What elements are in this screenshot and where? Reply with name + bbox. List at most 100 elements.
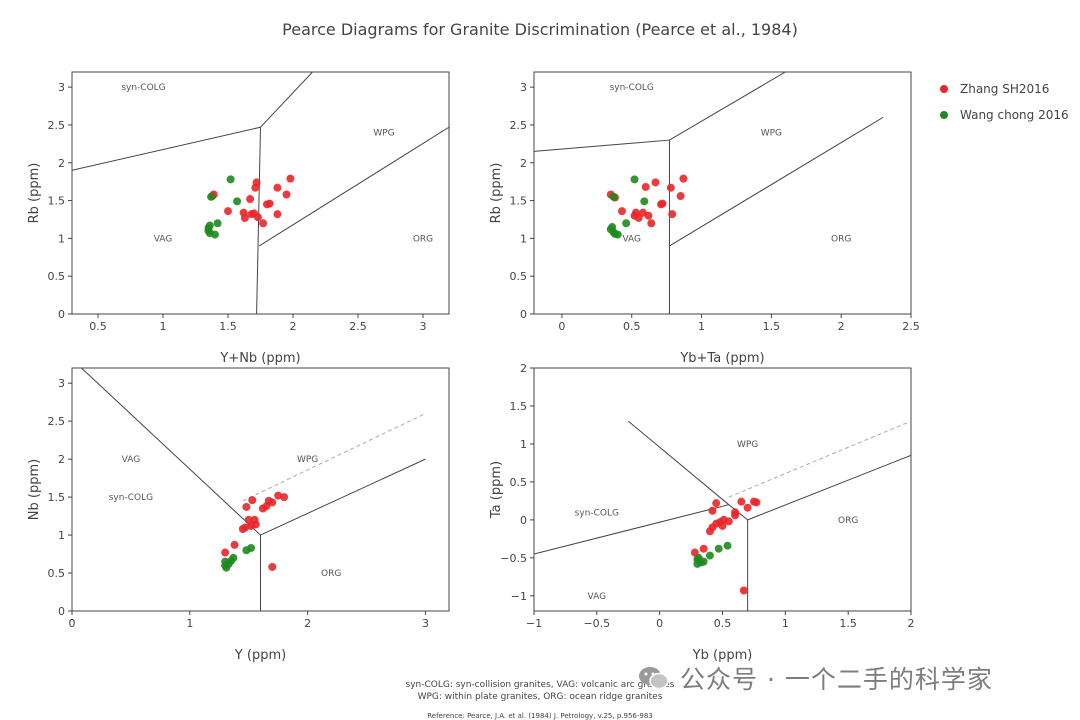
- data-point-zhang: [230, 540, 239, 549]
- legend-marker-series1: [940, 85, 948, 93]
- x-tick-label: 3: [422, 617, 429, 630]
- data-point-wang: [714, 544, 723, 553]
- legend-item-series2[interactable]: Wang chong 2016: [940, 102, 1069, 128]
- footer-reference: Reference: Pearce, J.A. et al. (1984) J.…: [427, 712, 653, 720]
- boundary-line: [534, 504, 729, 555]
- data-point-zhang: [676, 192, 685, 201]
- data-point-zhang: [743, 503, 752, 512]
- plot-frame: [533, 367, 912, 612]
- boundary-line: [72, 126, 261, 171]
- panel-4: −1 −0.5 0 0.5 1 1.5 2 −1 −0.5 0 0.5 1 1.5 2 Yb (ppm) Ta…: [489, 362, 915, 663]
- y-axis-label: Nb (ppm): [27, 459, 42, 520]
- y-tick-label: 2: [520, 362, 527, 375]
- data-point-zhang: [273, 183, 282, 192]
- data-point-wang: [226, 175, 235, 184]
- y-tick-label: 0: [520, 308, 527, 321]
- data-point-zhang: [282, 190, 291, 199]
- y-tick-label: 3: [58, 377, 65, 390]
- legend-marker-series2: [940, 111, 948, 119]
- data-point-zhang: [718, 521, 727, 530]
- x-tick-label: 0: [656, 617, 663, 630]
- data-point-zhang: [699, 544, 708, 553]
- x-tick-label: 2: [290, 320, 297, 333]
- y-tick-label: 3: [58, 81, 65, 94]
- data-point-zhang: [268, 562, 277, 571]
- plot-area: WPG syn-COLG ORG VAG: [534, 420, 911, 611]
- data-point-zhang: [666, 183, 675, 192]
- x-tick-label: 0: [69, 617, 76, 630]
- panel-2: 0 0.5 1 1.5 2 2.5 0 0.5 1 1.5 2 2.5 3 Yb+Ta (ppm) Rb (…: [489, 71, 920, 366]
- x-tick-label: 1.5: [763, 320, 781, 333]
- data-point-zhang: [259, 219, 268, 228]
- region-label: ORG: [321, 569, 341, 579]
- data-point-zhang: [617, 207, 626, 216]
- x-tick-label: 1.5: [219, 320, 237, 333]
- y-tick-label: 3: [520, 81, 527, 94]
- y-tick-label: 2.5: [48, 119, 66, 132]
- data-point-zhang: [253, 213, 262, 222]
- region-label: VAG: [154, 234, 173, 244]
- region-label: ORG: [413, 234, 433, 244]
- boundary-line: [669, 72, 786, 141]
- legend[interactable]: Zhang SH2016 Wang chong 2016: [940, 76, 1069, 128]
- data-point-zhang: [240, 213, 249, 222]
- boundary-line: [260, 458, 426, 536]
- region-label: WPG: [761, 129, 782, 139]
- x-tick-label: 0.5: [714, 617, 732, 630]
- boundary-line: [81, 368, 261, 536]
- x-tick-label: 2.5: [902, 320, 920, 333]
- dashed-boundary-line: [242, 413, 426, 502]
- x-axis-label: Y (ppm): [234, 648, 286, 663]
- data-point-wang: [640, 197, 649, 206]
- data-point-wang: [247, 543, 256, 552]
- panel-3: 0 1 2 3 0 0.5 1 1.5 2 2.5 3 Y (ppm) Nb (ppm) VAG WPG sy…: [27, 367, 450, 663]
- data-point-zhang: [268, 498, 277, 507]
- x-axis-label: Yb (ppm): [692, 648, 753, 663]
- data-point-zhang: [712, 499, 721, 508]
- x-tick-label: 0.5: [89, 320, 107, 333]
- data-point-zhang: [280, 493, 289, 502]
- boundary-line: [258, 126, 449, 247]
- region-label: ORG: [831, 234, 851, 244]
- data-point-zhang: [679, 174, 688, 183]
- data-point-zhang: [668, 210, 677, 219]
- region-label: WPG: [737, 440, 758, 450]
- data-point-wang: [622, 219, 631, 228]
- boundary-line: [260, 72, 313, 128]
- y-tick-label: 2: [58, 453, 65, 466]
- data-point-zhang: [752, 498, 761, 507]
- data-point-zhang: [244, 515, 253, 524]
- y-tick-label: 0.5: [48, 270, 66, 283]
- x-axis-label: Y+Nb (ppm): [219, 351, 300, 366]
- data-point-wang: [723, 541, 732, 550]
- region-label: VAG: [622, 234, 641, 244]
- plot-frame: [533, 71, 912, 315]
- data-point-wang: [207, 192, 216, 201]
- region-label: WPG: [373, 129, 394, 139]
- x-tick-label: 1.5: [839, 617, 857, 630]
- data-point-wang: [211, 230, 219, 239]
- y-tick-label: 1.5: [510, 195, 528, 208]
- data-point-zhang: [221, 548, 230, 557]
- data-point-zhang: [651, 178, 660, 187]
- y-tick-label: −0.5: [500, 552, 527, 565]
- y-tick-label: 2: [520, 157, 527, 170]
- x-tick-label: −0.5: [583, 617, 610, 630]
- data-point-zhang: [265, 199, 274, 208]
- region-label: syn-COLG: [109, 493, 153, 503]
- watermark-text: 公众号 · 一个二手的科学家: [680, 665, 993, 694]
- legend-label-series1: Zhang SH2016: [960, 82, 1050, 96]
- legend-item-series1[interactable]: Zhang SH2016: [940, 76, 1069, 102]
- boundary-line: [669, 116, 884, 247]
- y-tick-label: 1: [58, 232, 65, 245]
- data-point-wang: [613, 230, 622, 239]
- data-point-zhang: [731, 511, 740, 520]
- plot-frame: [71, 71, 450, 315]
- boundary-line: [747, 454, 911, 521]
- y-tick-label: 0.5: [510, 476, 528, 489]
- x-tick-label: 2.5: [349, 320, 367, 333]
- x-tick-label: 1: [186, 617, 193, 630]
- region-label: VAG: [122, 455, 141, 465]
- x-tick-label: 3: [420, 320, 427, 333]
